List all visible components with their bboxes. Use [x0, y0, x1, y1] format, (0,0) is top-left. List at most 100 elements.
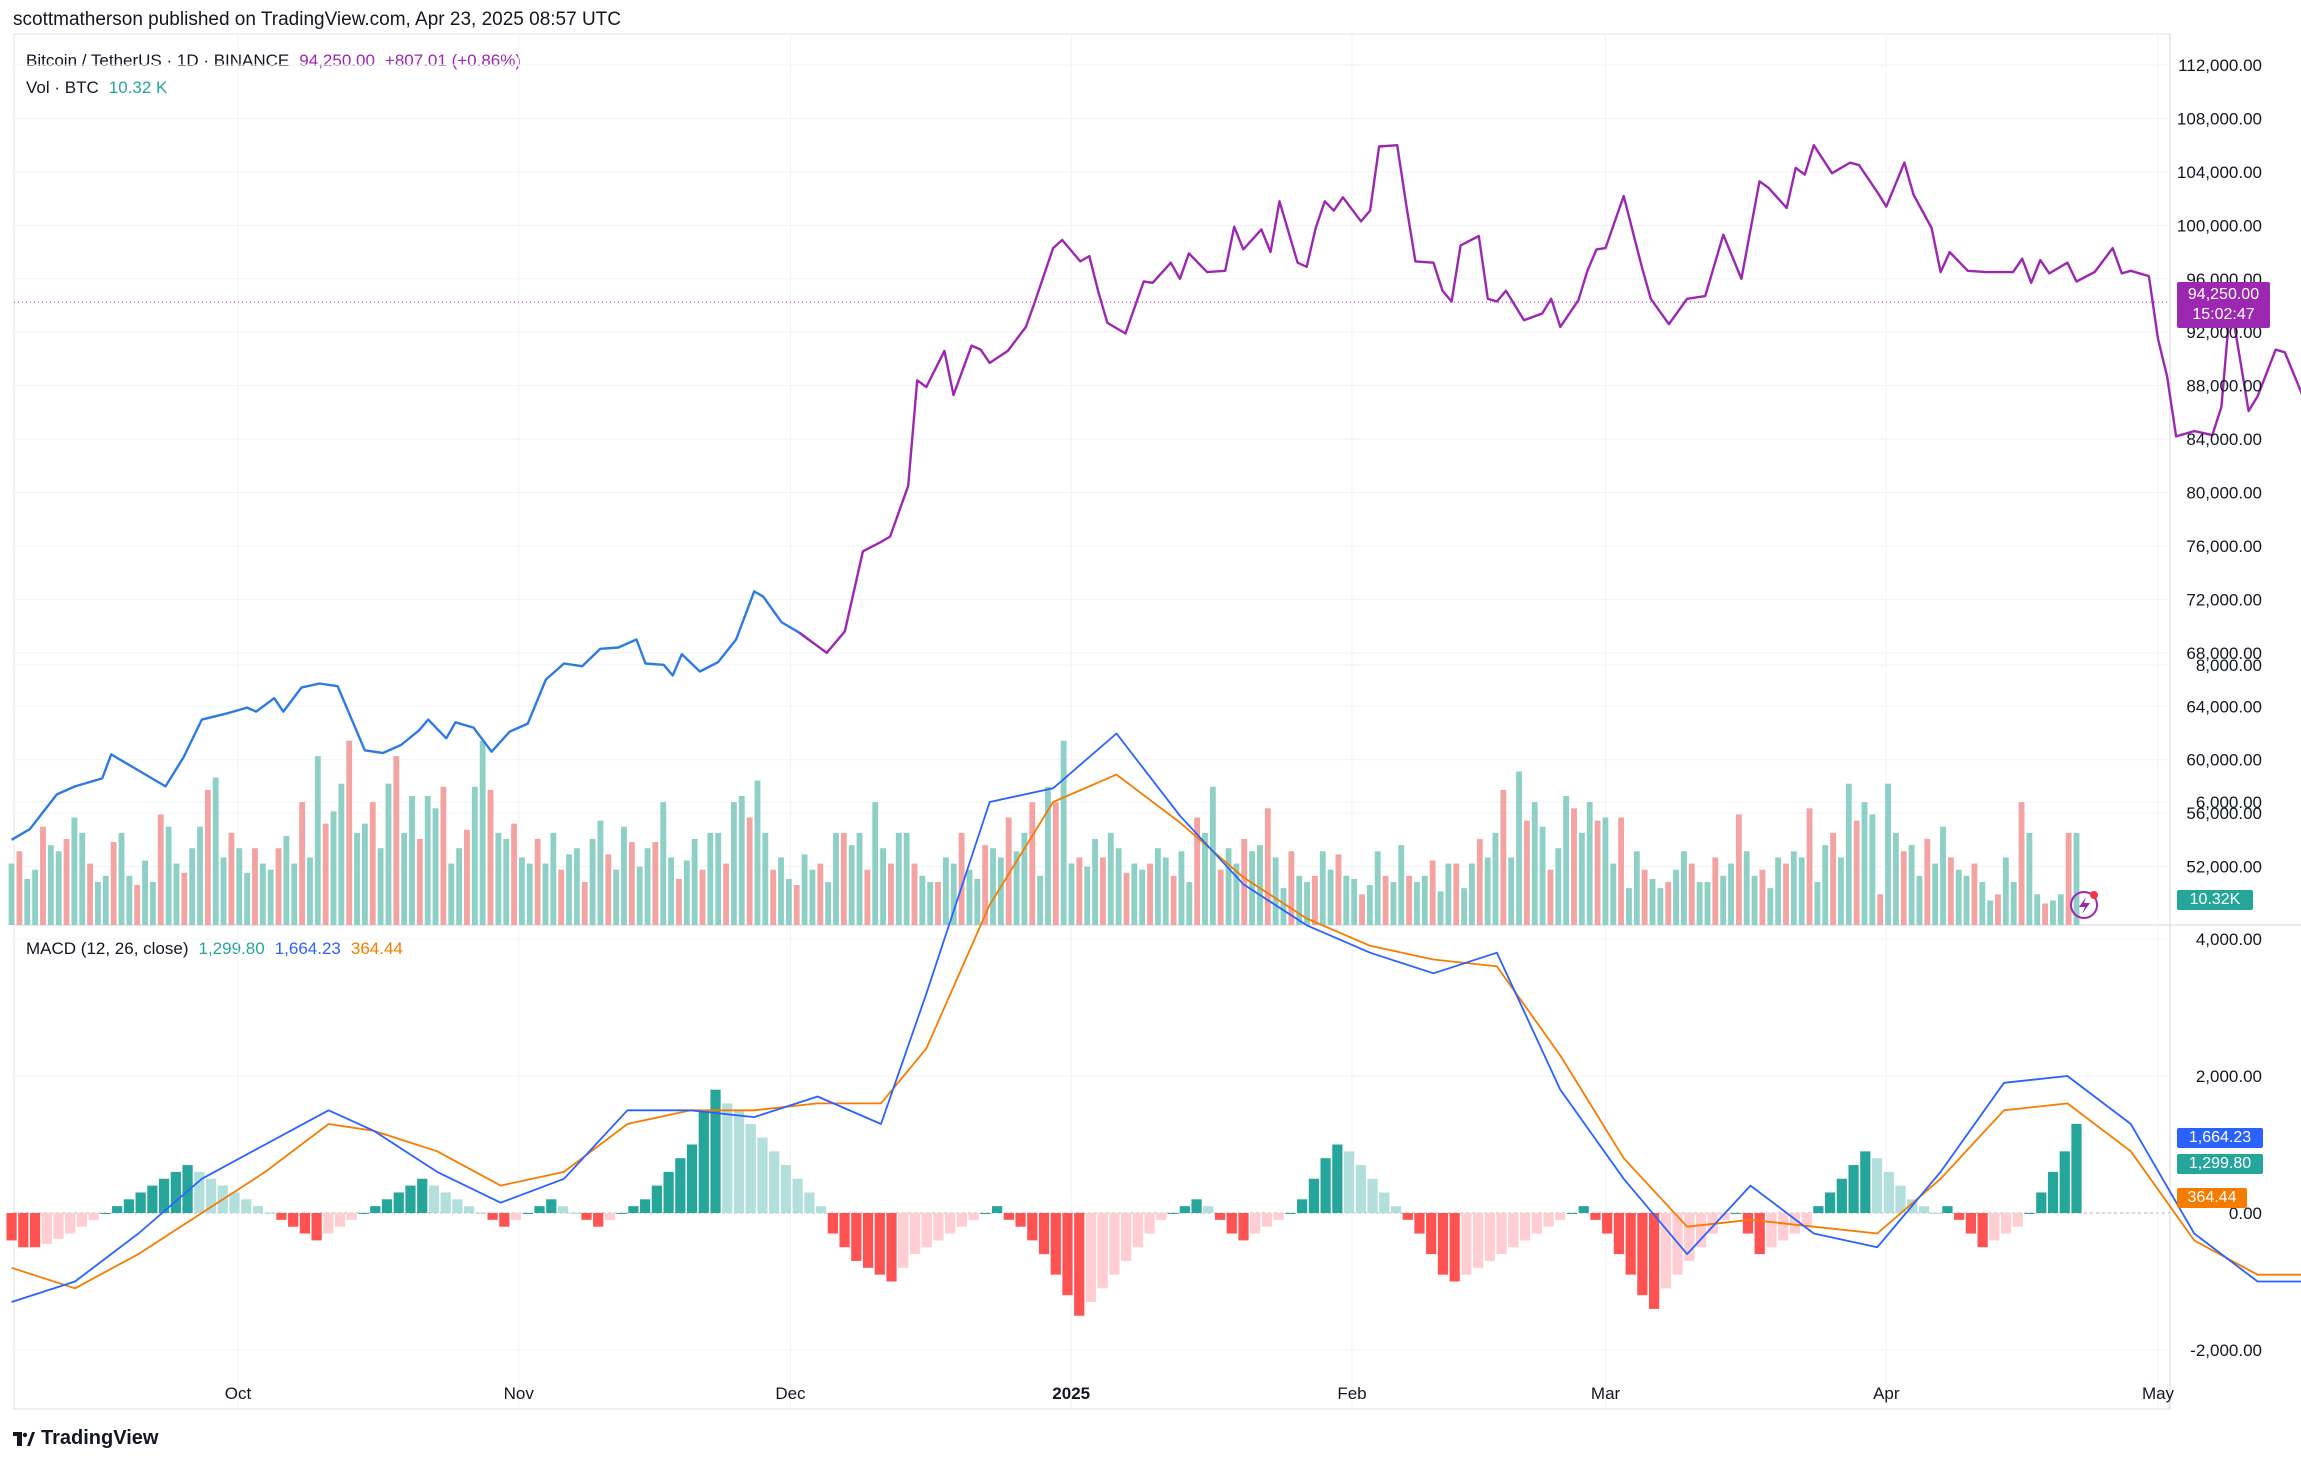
- time-tick-label: Apr: [1873, 1384, 1900, 1403]
- macd-histogram-bar: [557, 1206, 569, 1213]
- volume-bar: [723, 863, 729, 925]
- tradingview-logo[interactable]: TradingView: [13, 1427, 158, 1450]
- volume-bar: [149, 882, 156, 925]
- macd-histogram-bar: [1238, 1213, 1249, 1241]
- macd-histogram-bar: [311, 1213, 322, 1241]
- volume-bar: [707, 832, 714, 925]
- volume-bar: [613, 869, 620, 925]
- volume-bar: [2050, 900, 2056, 925]
- volume-bars: [8, 740, 2080, 925]
- macd-histogram-bar: [698, 1110, 709, 1213]
- volume-bar: [1571, 808, 1577, 925]
- macd-histogram-bar: [616, 1213, 627, 1214]
- volume-bar: [1304, 882, 1310, 925]
- macd-histogram-bar: [733, 1110, 745, 1213]
- volume-bar: [1618, 817, 1625, 925]
- volume-bar: [2073, 832, 2080, 925]
- macd-histogram-bar: [640, 1199, 651, 1213]
- volume-bar: [479, 740, 486, 925]
- macd-histogram-bar: [1508, 1213, 1519, 1248]
- macd-histogram-bar: [1719, 1213, 1730, 1220]
- macd-histogram-bar: [1660, 1213, 1671, 1289]
- volume-bar: [1076, 857, 1083, 925]
- macd-histogram-bar: [252, 1206, 264, 1213]
- volume-bar: [448, 863, 455, 925]
- macd-histogram-bar: [1942, 1206, 1953, 1213]
- volume-bar: [683, 860, 690, 925]
- volume-bar: [1908, 845, 1915, 925]
- price-tick-label: 112,000.00: [2178, 56, 2262, 75]
- macd-histogram-bar: [1167, 1213, 1179, 1214]
- volume-bar: [1241, 839, 1248, 925]
- macd-histogram-bar: [1273, 1213, 1284, 1220]
- volume-bar: [204, 789, 211, 925]
- volume-bar: [1940, 826, 1946, 925]
- volume-bar: [1202, 832, 1208, 925]
- volume-bar: [982, 845, 989, 925]
- macd-histogram-bar: [1989, 1213, 2000, 1241]
- volume-label[interactable]: Vol · BTC: [26, 78, 99, 97]
- volume-bar: [919, 875, 926, 925]
- price-badge: 94,250.00 15:02:47: [2177, 282, 2270, 328]
- volume-bar: [864, 869, 871, 925]
- macd-histogram-bar: [745, 1123, 756, 1213]
- macd-histogram-bar: [1695, 1213, 1707, 1248]
- macd-histogram-bar: [2071, 1123, 2082, 1213]
- macd-histogram-bar: [1754, 1213, 1765, 1255]
- volume-bar: [1209, 786, 1216, 925]
- volume-bar: [1437, 891, 1444, 925]
- price-chart[interactable]: 112,000.00 108,000.00 104,000.00 100,000.00…: [0, 0, 2301, 1410]
- volume-bar: [1539, 826, 1546, 925]
- volume-bar: [1194, 817, 1201, 925]
- macd-histogram-bar: [1649, 1213, 1660, 1309]
- volume-bar: [440, 786, 447, 925]
- macd-histogram-bar: [1179, 1206, 1190, 1213]
- volume-bar: [1225, 848, 1232, 925]
- volume-bar: [330, 811, 337, 925]
- volume-bar: [1162, 857, 1169, 925]
- macd-histogram-bar: [299, 1213, 311, 1234]
- macd-histogram-bar: [1038, 1213, 1050, 1255]
- volume-bar: [1414, 882, 1420, 925]
- volume-bar: [1547, 869, 1554, 925]
- volume-bar: [942, 857, 949, 925]
- volume-bar: [369, 802, 376, 925]
- macd-histogram-bar: [522, 1213, 533, 1214]
- macd-histogram-bar: [1930, 1213, 1941, 1214]
- volume-bar: [1421, 875, 1428, 925]
- volume-bar: [1955, 869, 1962, 925]
- macd-histogram-bar: [1250, 1213, 1261, 1234]
- volume-bar: [2010, 882, 2017, 925]
- time-tick-label: Nov: [504, 1384, 535, 1403]
- macd-histogram-bar: [123, 1199, 135, 1213]
- volume-bar: [142, 860, 148, 925]
- macd-group: [6, 732, 2301, 1316]
- volume-bar: [840, 832, 847, 925]
- volume-bar: [1924, 839, 1931, 925]
- volume-bar: [1814, 882, 1821, 925]
- macd-histogram-bar: [499, 1213, 510, 1227]
- volume-bar: [895, 832, 902, 925]
- macd-histogram-bar: [475, 1213, 486, 1214]
- volume-bar: [518, 857, 525, 925]
- macd-label[interactable]: MACD (12, 26, close): [26, 939, 189, 958]
- macd-histogram-bar: [1613, 1213, 1625, 1255]
- volume-bar: [2002, 857, 2009, 925]
- macd-histogram-bar: [569, 1213, 580, 1214]
- macd-histogram-bar: [546, 1199, 557, 1213]
- volume-bar: [71, 817, 78, 925]
- volume-bar: [1995, 894, 2001, 925]
- macd-histogram-bar: [1766, 1213, 1777, 1248]
- macd-histogram-bar: [346, 1213, 357, 1220]
- volume-bar: [566, 854, 572, 925]
- price-tick-label: 64,000.00: [2186, 697, 2262, 716]
- macd-histogram-bar: [921, 1213, 932, 1248]
- price-tick-label: 68,000.00: [2186, 644, 2262, 663]
- volume-bar: [1790, 851, 1797, 925]
- macd-histogram-bar: [792, 1178, 803, 1213]
- volume-bar: [2042, 903, 2049, 925]
- macd-histogram-bar: [1813, 1206, 1824, 1213]
- volume-bar: [32, 869, 39, 925]
- macd-histogram-bar: [968, 1213, 979, 1220]
- macd-histogram-bar: [1742, 1213, 1754, 1234]
